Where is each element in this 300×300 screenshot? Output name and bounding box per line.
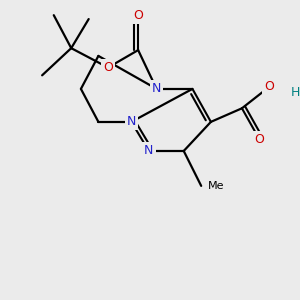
Text: N: N <box>144 145 154 158</box>
Text: H: H <box>291 86 300 99</box>
Text: N: N <box>127 116 136 128</box>
Text: O: O <box>103 61 113 74</box>
Text: Me: Me <box>208 181 224 191</box>
Text: O: O <box>254 133 264 146</box>
Text: O: O <box>133 9 143 22</box>
Text: O: O <box>264 80 274 94</box>
Text: N: N <box>152 82 161 95</box>
